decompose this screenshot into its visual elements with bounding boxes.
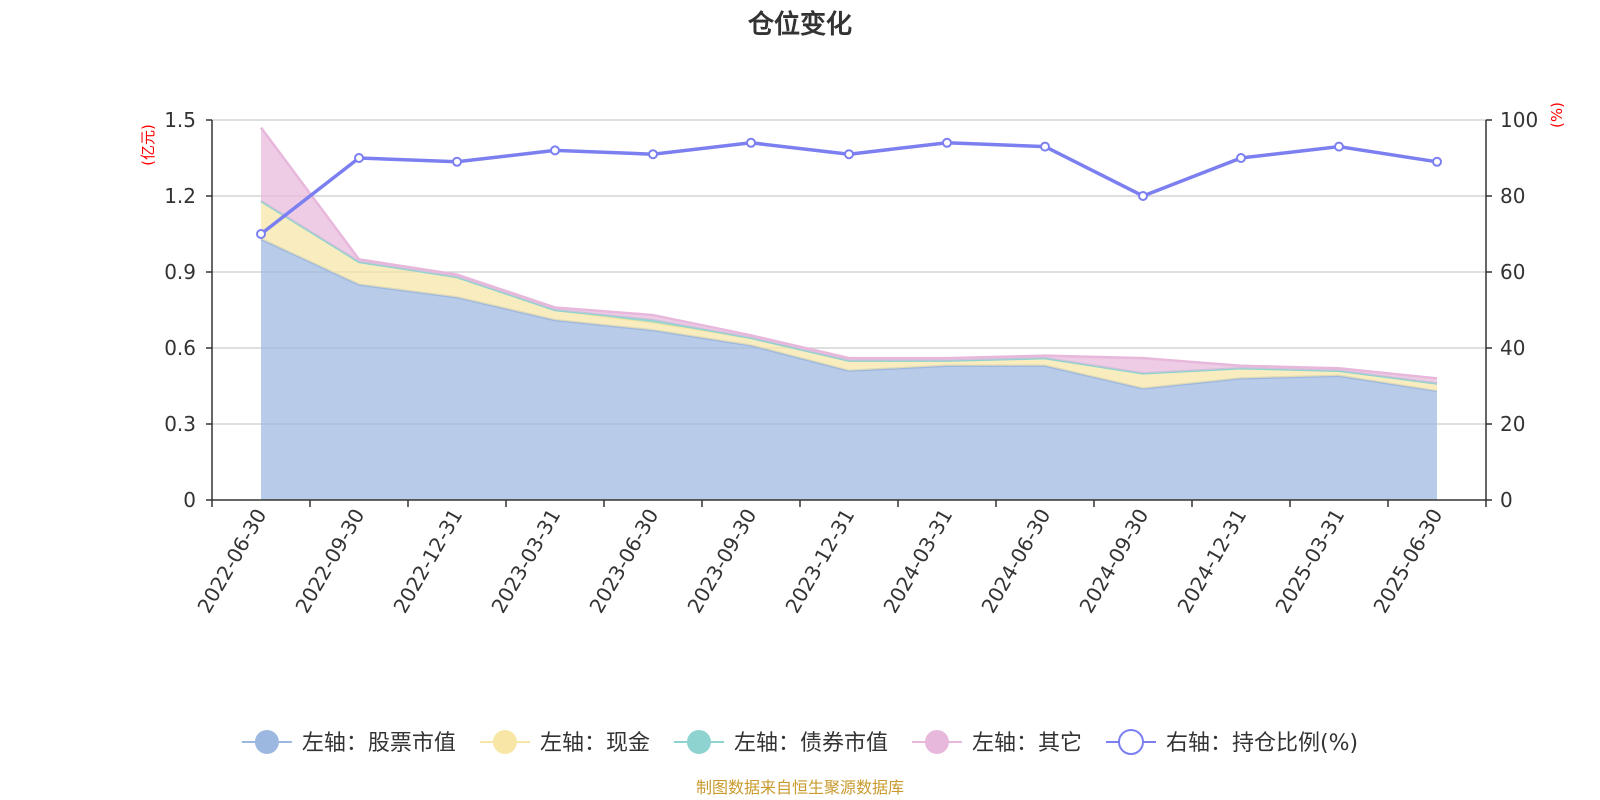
right-tick-label: 100 [1500, 108, 1538, 132]
area-edge-左轴：其它 [259, 126, 1438, 380]
point-2022-06-30 [256, 229, 266, 239]
legend-symbol-ring [1117, 729, 1144, 755]
left-tick-label: 1.2 [164, 184, 196, 208]
x-tick-label: 2024-03-31 [878, 505, 957, 618]
point-2025-03-31 [1334, 141, 1344, 152]
x-tick-label: 2024-12-31 [1172, 505, 1251, 618]
legend-item: 左轴：股票市值 [241, 730, 456, 756]
point-2023-03-31 [550, 145, 560, 156]
legend-label: 左轴：股票市值 [302, 731, 456, 756]
x-tick-label: 2022-12-31 [388, 505, 467, 618]
area-左轴：股票市值 [261, 239, 1437, 501]
area-左轴：现金 [261, 201, 1437, 392]
legend-symbol-dot [254, 730, 279, 754]
x-tick-label: 2023-03-31 [486, 505, 565, 618]
x-tick-label: 2024-09-30 [1074, 505, 1153, 618]
right-tick-label: 20 [1500, 412, 1525, 436]
point-2022-09-30 [354, 153, 364, 163]
legend-label: 左轴：现金 [540, 731, 650, 756]
legend-item: 左轴：其它 [911, 730, 1082, 756]
left-tick-label: 0.9 [164, 260, 196, 284]
x-tick-label: 2022-06-30 [192, 505, 271, 618]
point-2023-12-31 [844, 149, 854, 160]
x-tick-label: 2022-09-30 [290, 505, 369, 618]
right-tick-label: 40 [1500, 336, 1525, 360]
legend-item: 右轴：持仓比例(%) [1105, 729, 1358, 756]
left-tick-label: 0 [183, 488, 196, 512]
point-2024-03-31 [942, 137, 952, 148]
point-2023-06-30 [648, 149, 658, 160]
legend-symbol-dot [924, 730, 949, 754]
right-axis-unit: (%) [1548, 102, 1566, 128]
chart-title: 仓位变化 [747, 9, 852, 40]
point-2022-12-31 [452, 156, 462, 167]
right-tick-label: 60 [1500, 260, 1525, 284]
x-tick-label: 2023-09-30 [682, 505, 761, 618]
left-tick-label: 1.5 [164, 108, 196, 132]
legend-label: 左轴：债券市值 [734, 731, 888, 756]
data-source-note: 制图数据来自恒生聚源数据库 [696, 778, 904, 797]
x-tick-label: 2023-12-31 [780, 505, 859, 618]
point-2024-12-31 [1236, 153, 1246, 163]
left-tick-label: 0.6 [164, 336, 196, 360]
x-tick-label: 2023-06-30 [584, 505, 663, 618]
point-2024-09-30 [1138, 191, 1148, 201]
left-axis-unit: (亿元) [139, 124, 157, 166]
right-tick-label: 80 [1500, 184, 1525, 208]
right-tick-label: 0 [1500, 488, 1513, 512]
legend: 左轴：股票市值 左轴：现金 左轴：债券市值 左轴：其它 右轴：持仓比例(%) [241, 729, 1358, 756]
point-2025-06-30 [1432, 156, 1442, 167]
legend-item: 左轴：现金 [479, 730, 650, 756]
legend-symbol-dot [492, 730, 517, 754]
line-layer [256, 137, 1442, 239]
left-tick-label: 0.3 [164, 412, 196, 436]
point-2024-06-30 [1040, 141, 1050, 152]
x-tick-label: 2025-03-31 [1270, 505, 1349, 618]
legend-label: 左轴：其它 [972, 731, 1082, 756]
point-2023-09-30 [746, 137, 756, 148]
area-layer [259, 126, 1438, 501]
legend-item: 左轴：债券市值 [673, 730, 888, 756]
legend-symbol-dot [686, 730, 711, 754]
x-tick-label: 2024-06-30 [976, 505, 1055, 618]
area-edge-左轴：债券市值 [260, 200, 1438, 385]
x-tick-label: 2025-06-30 [1368, 505, 1447, 618]
legend-label: 右轴：持仓比例(%) [1166, 731, 1358, 756]
